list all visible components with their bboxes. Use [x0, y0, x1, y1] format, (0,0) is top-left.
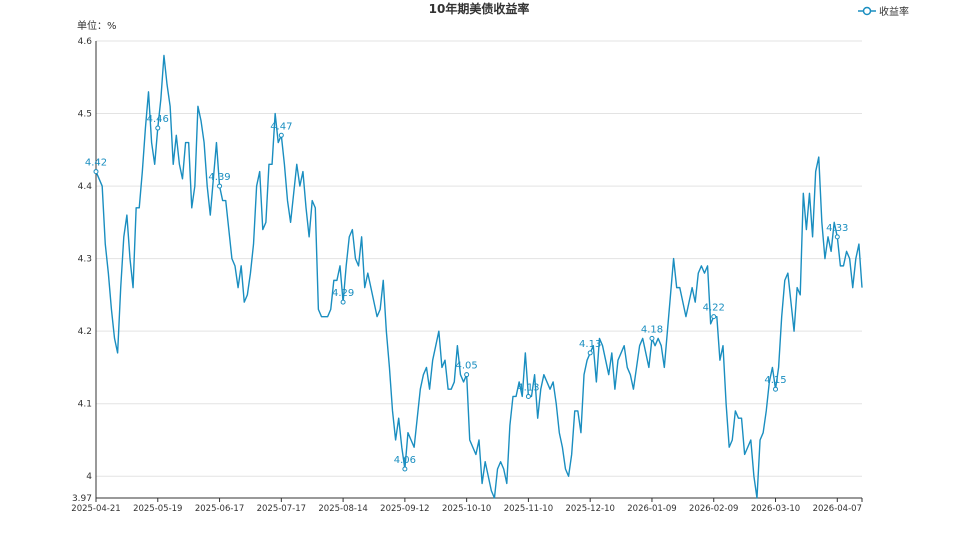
x-tick-label: 2025-11-10 — [504, 504, 553, 514]
y-tick-label: 4.5 — [78, 110, 92, 120]
y-tick-label: 4.6 — [78, 37, 93, 47]
data-label: 4.15 — [764, 375, 786, 386]
data-label: 4.47 — [270, 121, 292, 132]
point-labels: 4.42 4.46 4.39 4.47 4.29 4.06 4.05 4.13 4.13 4.18… — [85, 114, 848, 472]
data-label: 4.06 — [394, 455, 416, 466]
data-point[interactable] — [340, 299, 346, 305]
series-line — [95, 54, 863, 499]
y-tick-label: 3.97 — [72, 494, 92, 504]
chart-title: 10年期美债收益率 — [429, 1, 530, 16]
data-point[interactable] — [278, 132, 284, 138]
x-tick-label: 2026-04-07 — [813, 504, 862, 514]
data-point[interactable] — [587, 350, 593, 356]
data-point[interactable] — [649, 335, 655, 341]
legend-marker-icon — [862, 6, 872, 16]
x-tick-label: 2026-01-09 — [627, 504, 676, 514]
data-label: 4.46 — [147, 114, 169, 125]
x-tick-label: 2025-04-21 — [71, 504, 120, 514]
data-label: 4.13 — [517, 382, 539, 393]
x-tick-label: 2026-03-10 — [751, 504, 800, 514]
gridlines — [96, 40, 862, 499]
data-point[interactable] — [773, 386, 779, 392]
x-tick-label: 2025-07-17 — [257, 504, 306, 514]
data-label: 4.29 — [332, 288, 354, 299]
x-tick-label: 2026-02-09 — [689, 504, 738, 514]
data-point[interactable] — [464, 372, 470, 378]
data-label: 4.13 — [579, 339, 601, 350]
y-tick-label: 4.3 — [78, 255, 92, 265]
x-tick-label: 2025-08-14 — [318, 504, 367, 514]
legend[interactable]: 收益率 — [858, 5, 909, 18]
unit-label: 单位：% — [77, 19, 117, 32]
data-label: 4.05 — [456, 361, 478, 372]
y-tick-label: 4.1 — [78, 400, 92, 410]
data-label: 4.39 — [208, 172, 230, 183]
x-tick-label: 2025-06-17 — [195, 504, 244, 514]
legend-label: 收益率 — [879, 5, 909, 18]
x-tick-label: 2025-12-10 — [565, 504, 614, 514]
data-label: 4.33 — [826, 223, 848, 234]
data-label: 4.42 — [85, 158, 107, 169]
data-point[interactable] — [93, 169, 99, 175]
data-point[interactable] — [525, 393, 531, 399]
y-axis: 3.97 4 4.1 4.2 4.3 4.4 4.5 4.6 — [72, 37, 97, 504]
series-yield — [95, 54, 863, 499]
y-tick-label: 4.2 — [78, 327, 92, 337]
data-point[interactable] — [402, 466, 408, 472]
data-point[interactable] — [711, 314, 717, 320]
data-label: 4.22 — [703, 303, 725, 314]
x-axis: 2025-04-21 2025-05-19 2025-06-17 2025-07-17… — [71, 497, 863, 514]
y-tick-label: 4.4 — [78, 182, 93, 192]
x-tick-label: 2025-10-10 — [442, 504, 491, 514]
data-point[interactable] — [155, 125, 161, 131]
data-point[interactable] — [217, 183, 223, 189]
x-tick-label: 2025-09-12 — [380, 504, 429, 514]
y-tick-label: 4 — [86, 472, 92, 482]
x-tick-label: 2025-05-19 — [133, 504, 182, 514]
data-label: 4.18 — [641, 324, 663, 335]
data-point[interactable] — [834, 234, 840, 240]
